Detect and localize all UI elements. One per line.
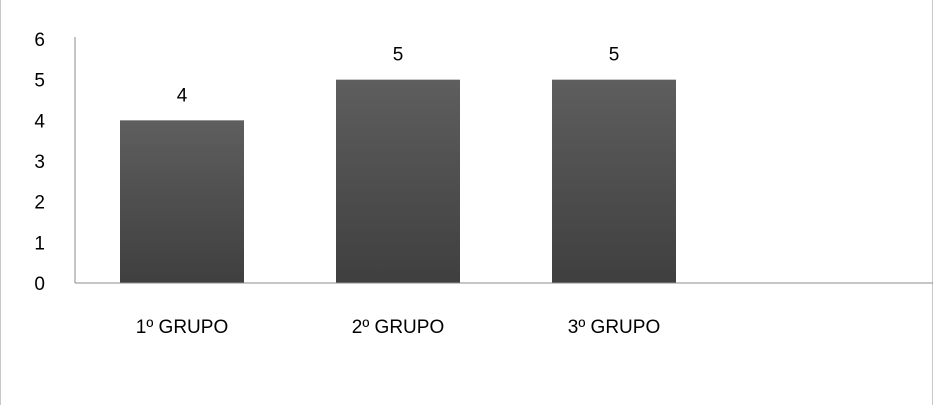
category-label: 2º GRUPO [352, 317, 444, 338]
data-label: 5 [393, 45, 404, 66]
category-label: 1º GRUPO [136, 317, 228, 338]
y-tick-label: 6 [34, 30, 45, 51]
data-label: 4 [177, 85, 188, 106]
data-label: 5 [609, 45, 620, 66]
y-tick-label: 4 [34, 111, 45, 132]
y-tick-label: 5 [34, 71, 45, 92]
data-labels: 4 5 5 [177, 45, 620, 107]
y-tick-label: 2 [34, 193, 45, 214]
x-axis-labels: 1º GRUPO 2º GRUPO 3º GRUPO [136, 317, 660, 338]
bar-2 [336, 79, 460, 284]
bar-3 [552, 79, 676, 284]
y-tick-label: 1 [34, 233, 45, 254]
y-axis-ticks: 0 1 2 3 4 5 6 [34, 30, 45, 295]
y-tick-label: 0 [34, 274, 45, 295]
axes [74, 37, 933, 284]
bars [120, 79, 676, 284]
category-label: 3º GRUPO [568, 317, 660, 338]
y-tick-label: 3 [34, 152, 45, 173]
bar-1 [120, 120, 244, 283]
